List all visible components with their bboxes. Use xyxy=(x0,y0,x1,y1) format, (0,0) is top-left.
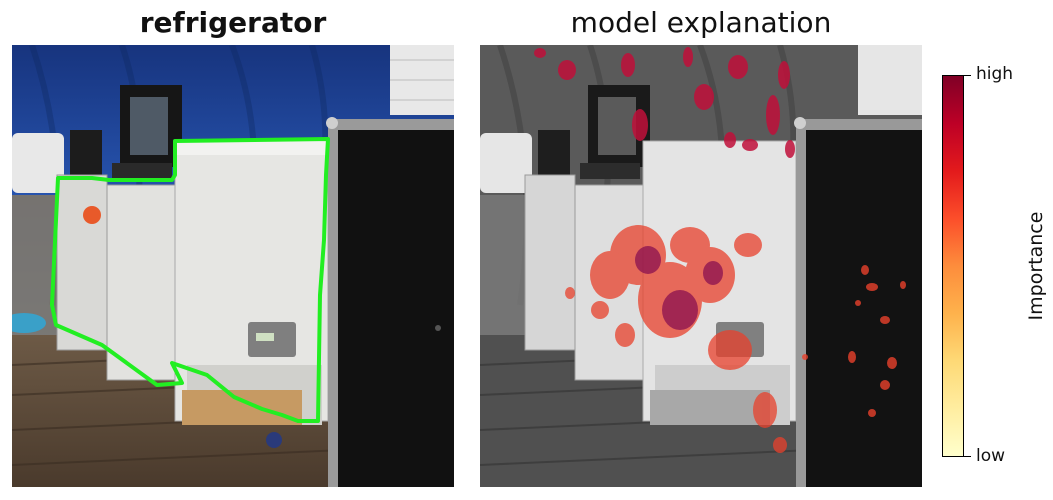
explanation-photo xyxy=(480,45,922,487)
blue-bowl xyxy=(12,313,46,333)
importance-colorbar xyxy=(942,75,964,457)
original-image-panel xyxy=(12,45,454,487)
colorbar-low-tick xyxy=(964,456,971,457)
wooden-pallet xyxy=(182,390,302,425)
segmentation-outline xyxy=(50,137,330,423)
importance-heatmap xyxy=(534,47,906,453)
middle-fridge xyxy=(106,184,176,381)
colorbar-axis-label: Importance xyxy=(1025,211,1047,321)
right-panel-title: model explanation xyxy=(570,6,832,39)
small-fridge xyxy=(56,174,108,351)
colorbar-high-label: high xyxy=(976,64,1014,84)
explanation-image-panel xyxy=(480,45,922,487)
colorbar-high-tick xyxy=(964,75,971,76)
colorbar-low-label: low xyxy=(976,446,1006,466)
original-photo xyxy=(12,45,454,487)
black-flight-case xyxy=(338,130,454,487)
left-panel-title: refrigerator xyxy=(139,6,327,39)
white-canister xyxy=(12,133,64,193)
